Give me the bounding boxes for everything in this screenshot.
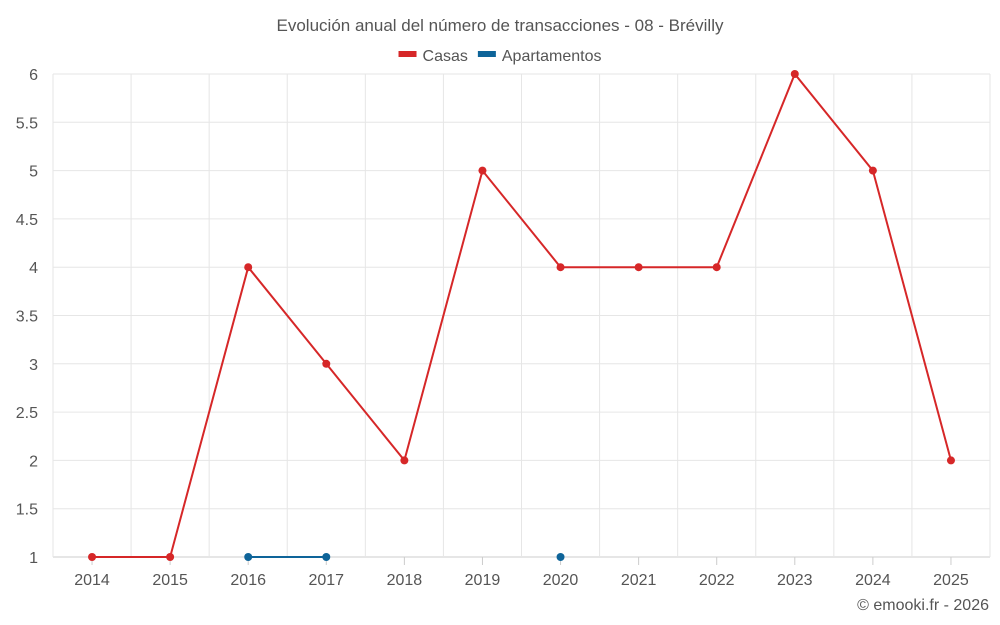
data-point[interactable]: [166, 553, 175, 561]
legend-swatch: [477, 51, 496, 57]
y-tick-label: 2.5: [16, 405, 38, 422]
data-point[interactable]: [868, 166, 877, 175]
y-tick-label: 5.5: [16, 115, 38, 132]
data-point[interactable]: [244, 553, 253, 561]
legend-item-apartamentos[interactable]: Apartamentos: [477, 48, 602, 65]
y-tick-label: 3: [29, 357, 38, 374]
series-casas[interactable]: [88, 70, 955, 561]
data-point[interactable]: [322, 553, 331, 561]
x-tick-label: 2016: [230, 572, 266, 589]
y-tick-label: 2: [29, 453, 38, 470]
x-tick-label: 2021: [621, 572, 657, 589]
y-tick-label: 4.5: [16, 212, 38, 229]
data-point[interactable]: [556, 553, 565, 561]
data-point[interactable]: [556, 263, 565, 272]
x-tick-label: 2019: [465, 572, 501, 589]
y-tick-label: 1.5: [16, 502, 38, 519]
y-tick-label: 4: [29, 260, 38, 277]
x-tick-label: 2022: [699, 572, 735, 589]
y-tick-label: 1: [29, 550, 38, 567]
x-axis: 2014 2015 2016 2017 2018 2019 2020 2021 2022 2023…: [74, 557, 969, 589]
x-tick-label: 2020: [543, 572, 579, 589]
y-tick-label: 6: [29, 67, 38, 84]
legend-label: Apartamentos: [502, 48, 602, 65]
x-tick-label: 2024: [855, 572, 891, 589]
data-point[interactable]: [790, 70, 799, 78]
x-tick-label: 2017: [308, 572, 344, 589]
data-point[interactable]: [322, 359, 331, 368]
y-axis: 1 1.5 2 2.5 3 3.5 4 4.5 5 5.5 6: [16, 67, 38, 567]
data-point[interactable]: [634, 263, 643, 272]
legend-swatch: [398, 51, 417, 57]
y-tick-label: 3.5: [16, 309, 38, 326]
legend-item-casas[interactable]: Casas: [398, 48, 468, 65]
x-tick-label: 2023: [777, 572, 813, 589]
series-layer: [88, 70, 955, 561]
series-line[interactable]: [92, 72, 952, 558]
y-tick-label: 5: [29, 164, 38, 181]
data-point[interactable]: [946, 456, 955, 465]
series-apartamentos[interactable]: [244, 553, 565, 561]
x-tick-label: 2014: [74, 572, 110, 589]
x-tick-label: 2025: [933, 572, 969, 589]
data-point[interactable]: [712, 263, 721, 272]
credit-text[interactable]: © emooki.fr - 2026: [857, 597, 989, 614]
data-point[interactable]: [88, 553, 97, 561]
grid-lines: [52, 73, 991, 558]
legend: Casas Apartamentos: [398, 48, 602, 65]
data-point[interactable]: [400, 456, 409, 465]
legend-label: Casas: [423, 48, 468, 65]
x-tick-label: 2015: [152, 572, 188, 589]
x-tick-label: 2018: [387, 572, 423, 589]
chart-title: Evolución anual del número de transaccio…: [277, 16, 724, 35]
data-point[interactable]: [478, 166, 487, 175]
data-point[interactable]: [244, 263, 253, 272]
